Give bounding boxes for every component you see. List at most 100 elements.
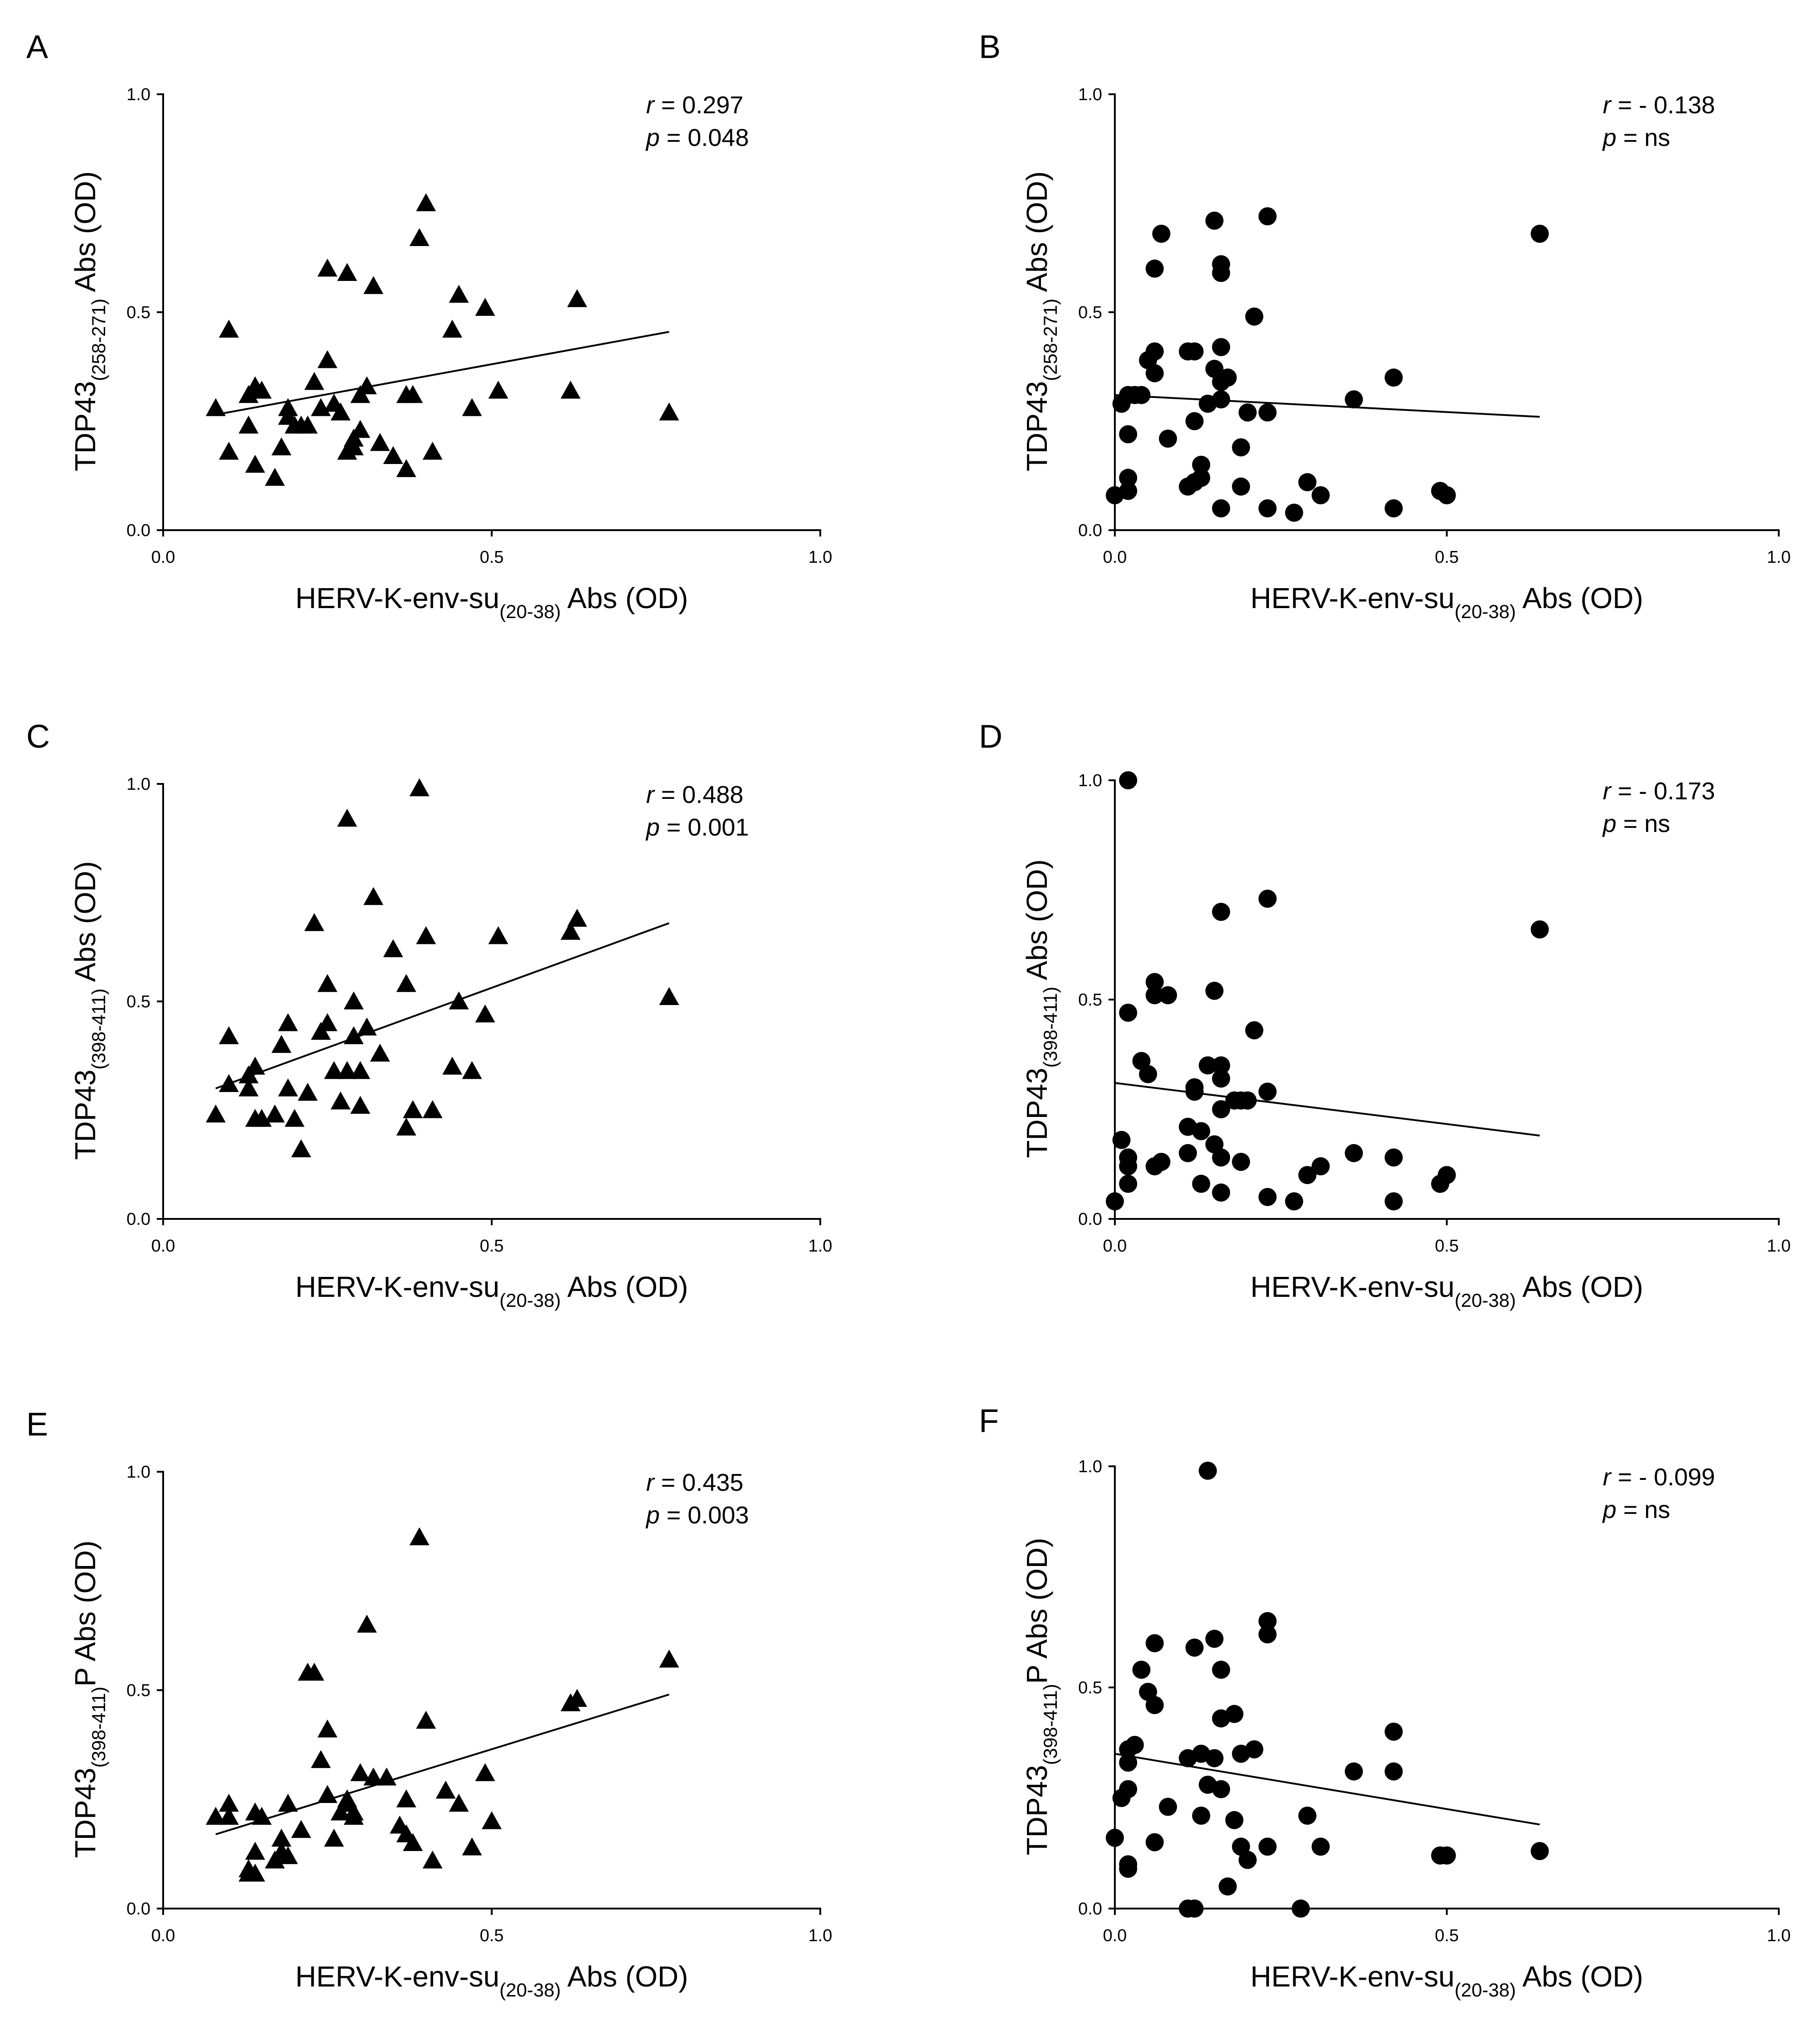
panel-letter: D <box>979 719 1002 755</box>
x-tick-label: 0.0 <box>151 1237 175 1256</box>
data-point <box>370 433 390 451</box>
data-point <box>324 1828 344 1847</box>
data-point <box>1192 1122 1210 1141</box>
x-tick-label: 0.0 <box>151 548 175 567</box>
data-point <box>1384 1192 1403 1211</box>
data-point <box>403 1100 423 1118</box>
y-tick-label: 1.0 <box>1078 85 1102 104</box>
y-tick-label: 1.0 <box>1078 1457 1102 1476</box>
data-point <box>416 1711 436 1729</box>
data-point <box>219 441 239 460</box>
x-tick-label: 0.5 <box>1435 1926 1459 1945</box>
data-point <box>449 285 469 303</box>
data-point <box>1258 1612 1277 1630</box>
data-point <box>337 1061 357 1079</box>
y-axis-label: TDP43(258-271) Abs (OD) <box>1021 171 1061 471</box>
correlation-p: p = ns <box>1602 1496 1670 1523</box>
data-point <box>1192 455 1210 474</box>
data-point <box>278 1793 298 1812</box>
y-tick-label: 0.5 <box>126 992 150 1011</box>
x-axis-label: HERV-K-env-su(20-38) Abs (OD) <box>1250 1960 1643 2001</box>
data-point <box>1245 307 1263 326</box>
data-point <box>1205 981 1224 1000</box>
data-point <box>1258 1188 1277 1206</box>
x-tick-label: 1.0 <box>808 548 833 567</box>
data-point <box>1185 412 1204 430</box>
data-point <box>1345 1762 1363 1781</box>
data-point <box>1345 1144 1363 1162</box>
data-point <box>442 319 462 338</box>
data-point <box>1258 1083 1277 1101</box>
data-point <box>1258 207 1277 226</box>
data-point <box>1205 211 1224 230</box>
regression-line <box>215 922 670 1089</box>
data-point <box>1225 1811 1244 1829</box>
panel-letter: A <box>26 29 48 65</box>
y-tick-label: 1.0 <box>126 1463 150 1482</box>
data-point <box>396 974 416 992</box>
data-point <box>1312 486 1330 505</box>
y-tick-label: 0.0 <box>126 521 150 540</box>
data-point <box>1192 469 1210 487</box>
x-tick-label: 0.5 <box>1435 1237 1459 1256</box>
panel-c: C 0.0 0.5 1.0 0.0 0.5 1.0 HERV-K-env-su(20-38) … <box>26 719 832 1311</box>
data-point <box>357 1614 377 1633</box>
data-point <box>298 416 318 434</box>
panel-d: D 0.0 0.5 1.0 0.0 0.5 1.0 HERV-K-env-su(20-38) … <box>979 719 1791 1311</box>
x-axis-label: HERV-K-env-su(20-38) Abs (OD) <box>295 1271 688 1311</box>
panel-letter: E <box>26 1406 48 1443</box>
data-point <box>1384 1722 1403 1741</box>
data-point <box>1212 903 1230 921</box>
data-point <box>1212 1183 1230 1202</box>
data-point <box>1285 503 1303 522</box>
regression-line <box>1114 1753 1540 1826</box>
x-tick-label: 0.0 <box>1103 548 1127 567</box>
data-point <box>1258 403 1277 422</box>
panel-letter: C <box>26 719 50 755</box>
data-point <box>317 350 338 368</box>
data-point <box>1205 1629 1224 1648</box>
data-point <box>659 987 679 1005</box>
data-point <box>1145 1634 1164 1653</box>
data-point <box>1119 1780 1138 1798</box>
data-point <box>350 1763 370 1781</box>
y-tick-label: 1.0 <box>1078 771 1102 790</box>
data-point <box>1119 1174 1138 1193</box>
data-point <box>357 1017 377 1036</box>
data-point <box>1212 1100 1230 1118</box>
data-point <box>1285 1192 1303 1211</box>
correlation-p: p = 0.048 <box>645 124 749 151</box>
data-point <box>298 1083 318 1101</box>
data-point <box>1112 1131 1131 1149</box>
data-point <box>1212 1056 1230 1075</box>
data-point <box>337 263 357 281</box>
data-point <box>1239 1851 1257 1869</box>
x-tick-label: 0.5 <box>1435 548 1459 567</box>
data-point <box>462 398 482 416</box>
data-point <box>291 1139 311 1157</box>
data-point <box>659 402 679 420</box>
correlation-r: r = - 0.138 <box>1603 92 1715 119</box>
data-point <box>1145 973 1164 991</box>
correlation-r: r = 0.488 <box>646 781 744 808</box>
data-point <box>245 1842 265 1860</box>
data-point <box>344 1802 364 1821</box>
regression-line <box>215 1693 670 1836</box>
data-point <box>416 926 436 944</box>
data-point <box>567 1689 587 1707</box>
data-point <box>1258 1625 1277 1643</box>
data-point <box>219 1074 239 1092</box>
data-point <box>1119 1753 1138 1772</box>
data-point <box>324 1061 344 1079</box>
correlation-r: r = 0.435 <box>646 1469 744 1496</box>
data-point <box>416 193 436 212</box>
y-tick-label: 0.0 <box>1078 1900 1102 1919</box>
data-point <box>1312 1157 1330 1175</box>
panel-letter: B <box>979 29 1001 65</box>
data-point <box>436 1780 456 1799</box>
data-point <box>219 1793 239 1812</box>
x-tick-label: 1.0 <box>808 1237 833 1256</box>
data-point <box>1145 986 1164 1005</box>
data-point <box>252 1807 272 1825</box>
data-point <box>271 1828 291 1847</box>
